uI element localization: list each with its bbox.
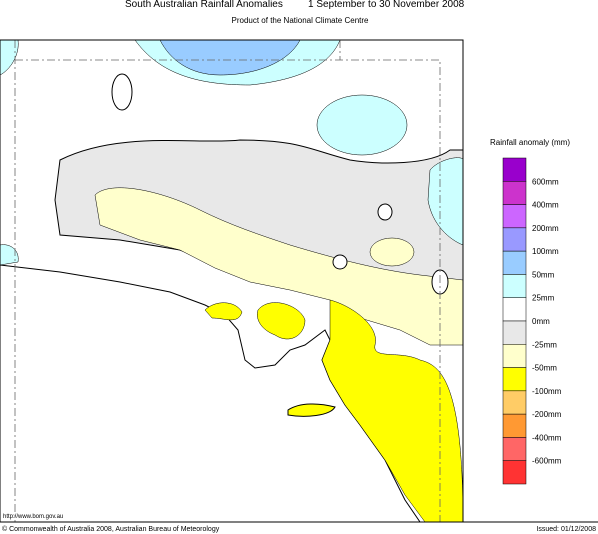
legend-swatch — [502, 297, 527, 322]
period: 1 September to 30 November 2008 — [308, 0, 465, 10]
title: South Australian Rainfall Anomalies — [125, 0, 283, 10]
legend-swatch — [502, 274, 527, 298]
legend-label: -200mm — [532, 410, 562, 419]
legend-label: -25mm — [532, 340, 557, 349]
map — [0, 39, 464, 523]
legend-swatch — [502, 157, 527, 182]
legend-label: 50mm — [532, 270, 555, 279]
legend-swatch — [502, 204, 527, 229]
legend-title: Rainfall anomaly (mm) — [490, 138, 570, 147]
legend-label: -600mm — [532, 457, 562, 466]
legend-swatch — [502, 413, 527, 438]
legend-swatch — [502, 367, 527, 392]
legend-swatch — [502, 250, 527, 275]
legend-label: -100mm — [532, 387, 562, 396]
legend-label: 400mm — [532, 201, 559, 210]
legend-label: 0mm — [532, 317, 550, 326]
legend-swatch — [502, 390, 527, 415]
legend-swatch — [502, 320, 527, 345]
legend-swatch — [502, 227, 527, 252]
legend-swatch — [502, 437, 527, 461]
legend-label: 25mm — [532, 294, 555, 303]
legend-swatch — [502, 181, 527, 205]
url: http://www.bom.gov.au — [3, 514, 63, 520]
legend-label: 200mm — [532, 224, 559, 233]
legend-swatch — [502, 344, 527, 368]
legend-label: -400mm — [532, 433, 562, 442]
legend: Rainfall anomaly (mm) 600mm 400mm 200mm 100… — [490, 138, 570, 485]
issued: Issued: 01/12/2008 — [536, 526, 596, 533]
copyright: © Commonwealth of Australia 2008, Austra… — [2, 525, 220, 533]
legend-label: 600mm — [532, 177, 559, 186]
legend-label: 100mm — [532, 247, 559, 256]
subtitle: Product of the National Climate Centre — [232, 16, 370, 25]
legend-swatch — [502, 460, 527, 485]
legend-label: -50mm — [532, 364, 557, 373]
